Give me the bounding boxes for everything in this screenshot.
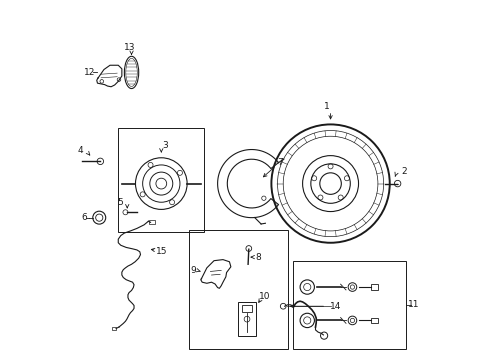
Text: 6: 6 bbox=[81, 213, 87, 222]
Text: 5: 5 bbox=[117, 198, 122, 207]
Bar bbox=[149, 220, 155, 224]
Text: 9: 9 bbox=[190, 266, 196, 275]
Bar bbox=[238, 302, 255, 336]
Bar bbox=[118, 128, 204, 232]
Bar bbox=[370, 318, 377, 323]
Bar bbox=[292, 261, 405, 348]
Text: 3: 3 bbox=[162, 141, 167, 150]
Text: 4: 4 bbox=[78, 146, 83, 155]
Text: 11: 11 bbox=[407, 300, 419, 309]
Bar bbox=[242, 305, 251, 312]
Bar bbox=[370, 284, 377, 290]
Text: 10: 10 bbox=[259, 292, 270, 301]
Text: 15: 15 bbox=[155, 247, 167, 256]
Bar bbox=[112, 327, 116, 330]
Text: 1: 1 bbox=[324, 102, 329, 111]
Text: 8: 8 bbox=[255, 253, 261, 262]
Text: 12: 12 bbox=[84, 68, 95, 77]
Text: 7: 7 bbox=[277, 158, 283, 167]
Text: 14: 14 bbox=[329, 302, 341, 311]
Bar bbox=[188, 230, 287, 348]
Text: 13: 13 bbox=[124, 43, 135, 52]
Text: 2: 2 bbox=[401, 167, 406, 176]
